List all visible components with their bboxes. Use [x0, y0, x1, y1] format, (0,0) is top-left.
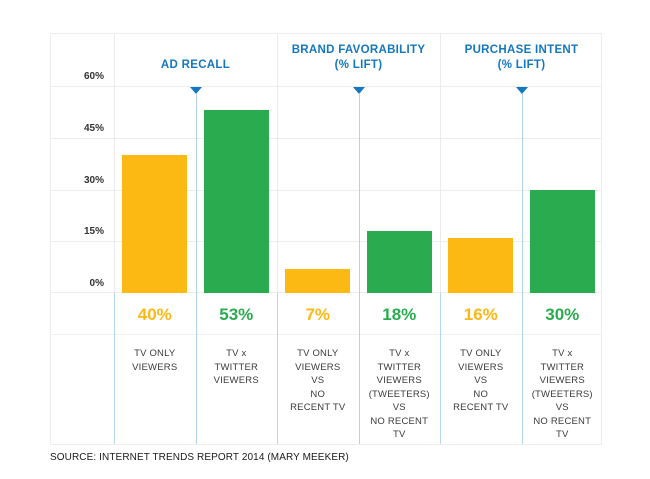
y-axis-tick-label: 0%	[89, 278, 104, 289]
bar-value-label: 30%	[545, 305, 580, 324]
column-boundary-line	[114, 34, 115, 293]
bar	[529, 189, 595, 293]
marker-line	[358, 93, 360, 444]
bar	[366, 230, 432, 293]
bar-value-label: 18%	[382, 305, 417, 324]
group-title: BRAND FAVORABILITY (% LIFT)	[291, 44, 426, 71]
column-boundary-line	[440, 34, 441, 293]
bar-value-label: 40%	[137, 305, 172, 324]
marker-triangle-icon	[515, 87, 528, 94]
y-axis-tick-label: 60%	[83, 71, 104, 82]
marker-line	[195, 93, 197, 444]
y-axis-tick-label: 15%	[83, 226, 104, 238]
chart-card: AD RECALL BRAND FAVORABILITY (% LIFT) PURC…	[50, 33, 602, 445]
y-gridline	[51, 86, 601, 87]
chart-plot-area: 0% 15% 30% 45% 60%	[51, 71, 601, 293]
bar-value-label: 16%	[463, 305, 498, 324]
source-caption: SOURCE: INTERNET TRENDS REPORT 2014 (MAR…	[50, 452, 349, 463]
bar	[203, 110, 269, 293]
bar-category-label: TV ONLY VIEWERS VS NO RECENT TV	[290, 348, 346, 413]
column-boundary-line-bottom	[114, 293, 115, 444]
bar-value-label: 53%	[219, 305, 254, 324]
marker-triangle-icon	[189, 87, 202, 94]
marker-triangle-icon	[352, 87, 365, 94]
bar	[122, 155, 187, 293]
marker-line	[521, 93, 523, 444]
y-axis-tick-label: 45%	[83, 122, 104, 134]
category-label-row: TV ONLY VIEWERS TV x TWITTER VIEWERS TV ON…	[51, 334, 601, 444]
bar-category-label: TV x TWITTER VIEWERS	[213, 348, 259, 386]
column-boundary-line-bottom	[440, 293, 441, 444]
y-gridline	[51, 189, 601, 191]
bar-category-label: TV x TWITTER VIEWERS (TWEETERS) VS NO RE…	[531, 348, 593, 440]
bar	[285, 268, 350, 293]
chart-header-row: AD RECALL BRAND FAVORABILITY (% LIFT) PURC…	[51, 34, 601, 86]
bar	[448, 237, 513, 293]
bar-category-label: TV ONLY VIEWERS	[132, 348, 178, 373]
bar-category-label: TV x TWITTER VIEWERS (TWEETERS) VS NO RE…	[368, 348, 430, 440]
bar-value-row: 40% 53% 7% 18% 16% 30%	[51, 293, 601, 334]
y-gridline	[51, 137, 601, 139]
column-boundary-line	[277, 34, 278, 293]
column-boundary-line-bottom	[277, 293, 278, 444]
y-axis-tick-label: 30%	[83, 174, 104, 186]
bar-category-label: TV ONLY VIEWERS VS NO RECENT TV	[453, 348, 509, 413]
group-title: AD RECALL	[160, 59, 231, 71]
y-gridline	[51, 241, 601, 243]
bar-value-label: 7%	[305, 305, 331, 324]
group-title: PURCHASE INTENT (% LIFT)	[464, 44, 579, 71]
